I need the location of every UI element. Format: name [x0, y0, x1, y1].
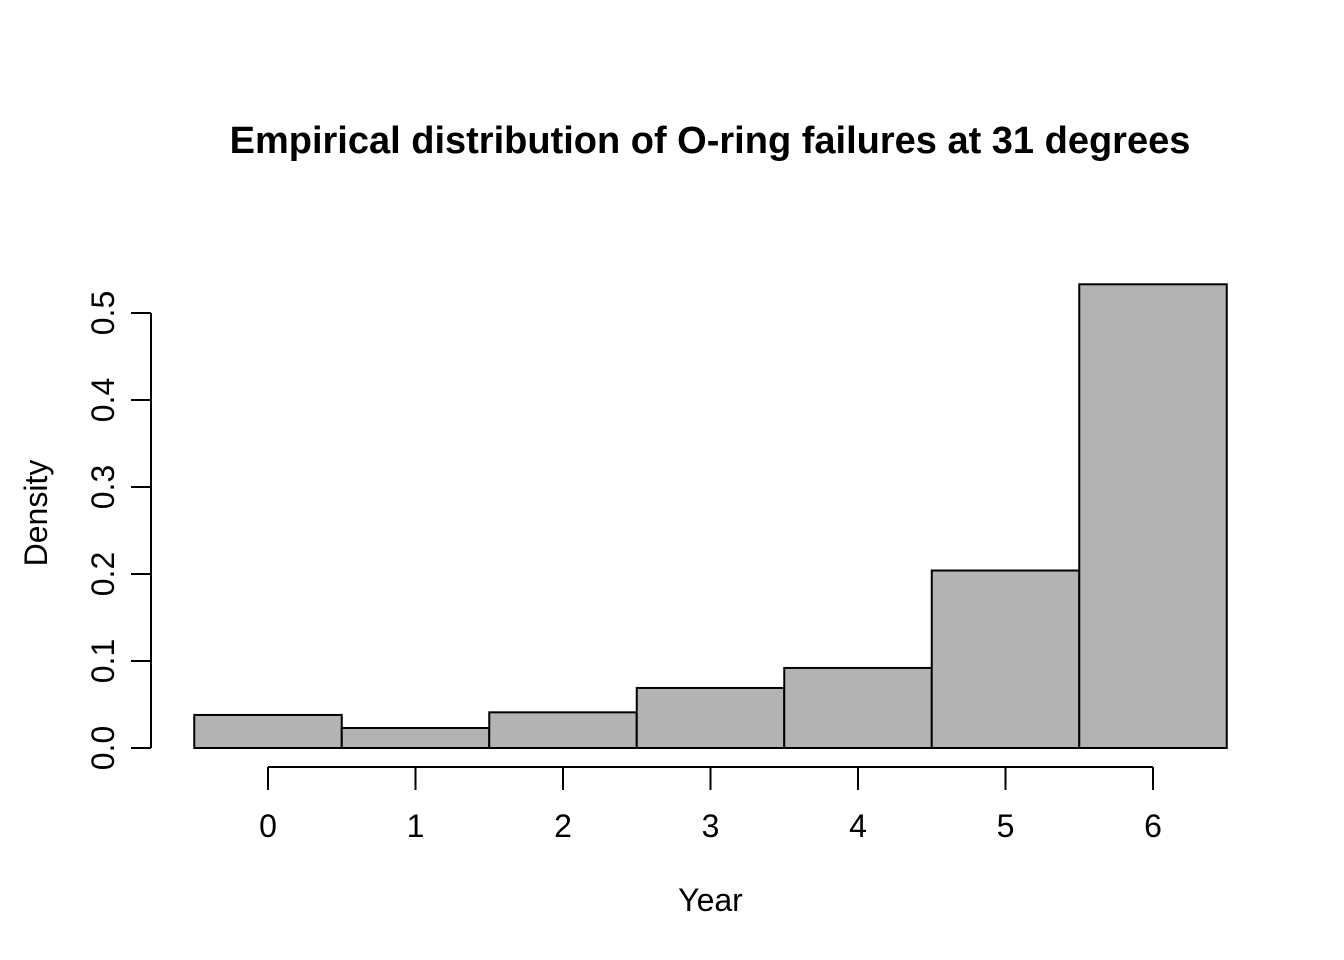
histogram-bar-6: [1078, 283, 1228, 749]
y-axis-labels: 0.0 0.1 0.2 0.3 0.4 0.5 Density: [18, 291, 121, 770]
histogram-bar-3: [635, 686, 786, 749]
histogram-bar-4: [783, 666, 933, 750]
y-tick-label: 0.4: [85, 378, 121, 422]
histogram-bar-1: [340, 726, 491, 749]
x-axis: [267, 766, 1154, 790]
x-tick-label: 4: [849, 808, 867, 844]
histogram-bar-5: [930, 569, 1081, 750]
x-tick-label: 0: [259, 808, 277, 844]
histogram-bar-0: [193, 713, 343, 750]
x-tick-label: 1: [407, 808, 425, 844]
y-tick-label: 0.3: [85, 465, 121, 509]
chart-title: Empirical distribution of O-ring failure…: [230, 120, 1191, 162]
x-tick-label: 2: [554, 808, 572, 844]
histogram-bars-group: [193, 283, 1228, 750]
histogram-bar-2: [488, 711, 638, 750]
x-tick-label: 6: [1144, 808, 1162, 844]
y-tick-label: 0.5: [85, 291, 121, 335]
y-tick-label: 0.2: [85, 552, 121, 596]
x-tick-label: 3: [702, 808, 720, 844]
y-axis: [131, 312, 152, 749]
y-tick-label: 0.1: [85, 639, 121, 683]
y-tick-label: 0.0: [85, 726, 121, 770]
y-axis-title: Density: [18, 460, 54, 567]
x-axis-labels: 0 1 2 3 4 5 6 Year: [259, 808, 1162, 918]
x-axis-title: Year: [678, 882, 743, 918]
x-tick-label: 5: [997, 808, 1015, 844]
